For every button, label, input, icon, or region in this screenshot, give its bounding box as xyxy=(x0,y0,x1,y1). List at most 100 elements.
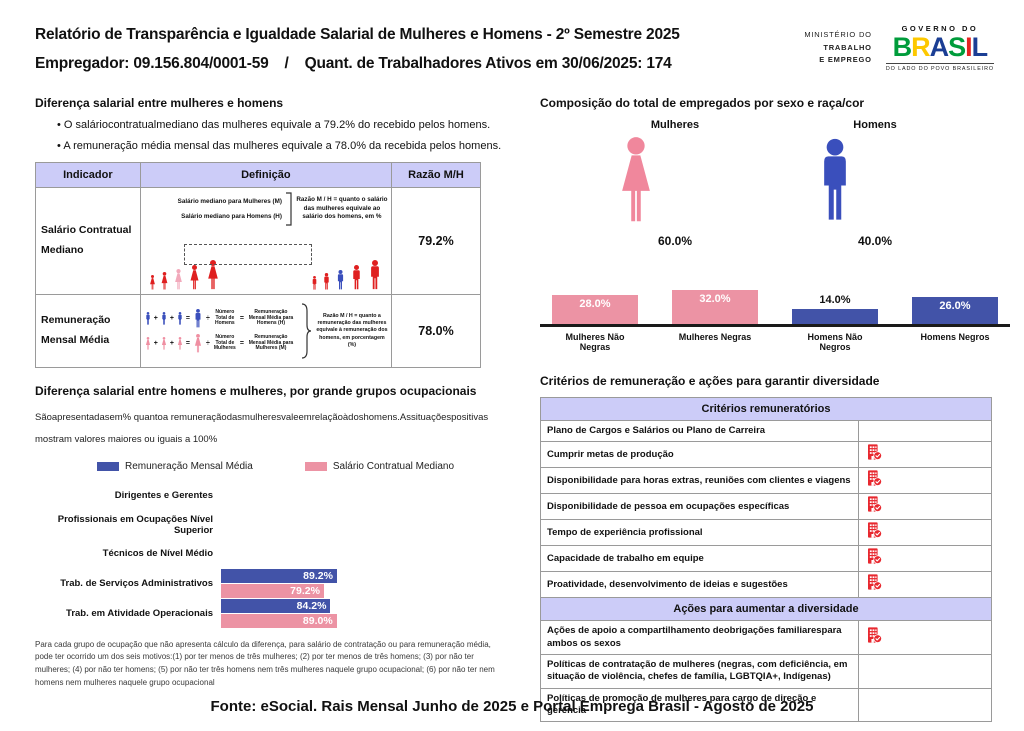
criteria-check-cell xyxy=(858,545,992,573)
race-category-label: Mulheres Não Negras xyxy=(565,332,625,352)
race-bar: 26.0% xyxy=(912,296,998,324)
bar-salario-contratual-mediano: 89.0% xyxy=(221,613,337,628)
criteria-check-cell xyxy=(858,571,992,599)
table-row: Remuneração Mensal Média + + = ÷ Número T… xyxy=(35,294,482,368)
men-label: Homens xyxy=(853,119,897,131)
ratio-average-pay: 78.0% xyxy=(390,294,482,368)
criteria-title: Critérios de remuneração e ações para ga… xyxy=(540,374,880,388)
legend-item-pink: Salário Contratual Mediano xyxy=(304,460,455,472)
criteria-row: Plano de Cargos e Salários ou Plano de C… xyxy=(539,419,992,443)
left-column: Diferença salarial entre mulheres e home… xyxy=(35,96,517,698)
criteria-label: Disponibilidade para horas extras, reuni… xyxy=(539,467,860,495)
indicator-average-pay: Remuneração Mensal Média xyxy=(35,294,141,368)
race-bar-column: 14.0% xyxy=(792,294,878,324)
race-bars: 28.0% 32.0% 14.0% 26.0% xyxy=(540,274,1010,327)
occupational-chart: Dirigentes e Gerentes Profissionais em Oc… xyxy=(35,482,517,629)
criteria-label: Cumprir metas de produção xyxy=(539,441,860,469)
woman-median-figure-icon xyxy=(174,269,182,290)
women-average-formula: + + = ÷ Número Total de Mulheres = Remuner… xyxy=(144,334,296,353)
definition-header: Definição xyxy=(139,162,392,188)
criteria-label: Políticas de contratação de mulheres (ne… xyxy=(539,654,860,689)
subtitle-line: mostram valores maiores ou iguais a 100% xyxy=(35,433,218,445)
man-figure-icon xyxy=(178,312,182,325)
criteria-group-row: Ações para aumentar a diversidade xyxy=(540,597,992,622)
criteria-row: Capacidade de trabalho em equipe xyxy=(539,545,992,573)
occupational-category-label: Profissionais em Ocupações Nível Superio… xyxy=(57,513,213,537)
criteria-label: Disponibilidade de pessoa em ocupações e… xyxy=(539,493,860,521)
criteria-check-cell xyxy=(858,419,992,443)
men-average-formula: + + = ÷ Número Total de Homens = Remuneraç… xyxy=(144,309,296,328)
occupational-title: Diferença salarial entre homens e mulher… xyxy=(35,384,477,398)
definition-average-pay: + + = ÷ Número Total de Homens = Remuneraç… xyxy=(139,294,392,368)
occupational-chart-row: Técnicos de Nível Médio xyxy=(35,540,517,569)
report-titles: Relatório de Transparência e Igualdade S… xyxy=(35,20,680,79)
brasil-logo: GOVERNO DO BRASIL DO LADO DO POVO BRASIL… xyxy=(885,24,994,72)
indicator-median-salary: Salário Contratual Mediano xyxy=(35,187,141,295)
composition-title: Composição do total de empregados por se… xyxy=(540,96,865,110)
criteria-row: Cumprir metas de produção xyxy=(539,441,992,469)
criteria-group-header: Critérios remuneratórios xyxy=(540,397,992,421)
occupational-subtitle: Sãoapresentadasem% quantoa remuneraçãoda… xyxy=(35,407,517,451)
man-figure-icon xyxy=(146,312,150,325)
brasil-tagline: DO LADO DO POVO BRASILEIRO xyxy=(885,63,994,72)
criteria-check-cell xyxy=(858,467,992,495)
occupational-category-label: Trab. em Atividade Operacionais xyxy=(66,607,213,619)
criteria-table: Critérios remuneratórios Plano de Cargos … xyxy=(539,397,992,723)
average-ratio-note: Razão M / H = quanto a remuneração das m… xyxy=(316,313,388,348)
woman-figure-icon xyxy=(622,137,650,222)
ratio-header: Razão M/H xyxy=(390,162,482,188)
criteria-row: Tempo de experiência profissional xyxy=(539,519,992,547)
race-labels: Mulheres Não Negras Mulheres Negras Homens… xyxy=(540,332,1010,352)
occupational-chart-row: Trab. de Serviços Administrativos 89.2% 79… xyxy=(35,568,517,599)
occupational-footnote: Para cada grupo de ocupação que não apre… xyxy=(35,639,495,688)
men-divisor-label: Número Total de Homens xyxy=(214,308,235,327)
report-title: Relatório de Transparência e Igualdade S… xyxy=(35,26,680,43)
definition-median-salary: Salário mediano para Mulheres (M) Salári… xyxy=(139,187,392,295)
indicator-header: Indicador xyxy=(35,162,141,188)
bar-remuneracao-mensal-media: 84.2% xyxy=(221,598,331,613)
criteria-check-cell xyxy=(858,654,992,689)
criteria-row: Disponibilidade de pessoa em ocupações e… xyxy=(539,493,992,521)
race-category-label: Mulheres Negras xyxy=(678,332,752,342)
occupational-category-label: Trab. de Serviços Administrativos xyxy=(60,577,213,589)
company-check-icon xyxy=(866,496,883,513)
pay-gap-title: Diferença salarial entre mulheres e home… xyxy=(35,96,284,110)
criteria-label: Capacidade de trabalho em equipe xyxy=(539,545,860,573)
employer-id: Empregador: 09.156.804/0001-59 xyxy=(35,55,269,73)
race-bar-column: 28.0% xyxy=(552,294,638,324)
subtitle-separator: / xyxy=(284,55,289,73)
bullet-median-salary: O saláriocontratualmediano das mulheres … xyxy=(57,119,517,131)
gender-composition: Mulheres 60.0% Homens 40.0% xyxy=(540,119,1010,248)
women-divisor-label: Número Total de Mulheres xyxy=(213,333,236,352)
company-check-icon xyxy=(866,444,883,461)
company-check-icon xyxy=(866,548,883,565)
criteria-row: Disponibilidade para horas extras, reuni… xyxy=(539,467,992,495)
ministry-line: E EMPREGO xyxy=(819,55,872,65)
woman-figure-icon xyxy=(194,334,202,353)
race-bar xyxy=(792,309,878,324)
woman-figure-icon xyxy=(149,275,155,290)
legend-item-blue: Remuneração Mensal Média xyxy=(97,461,253,472)
race-bar: 32.0% xyxy=(672,290,758,324)
woman-figure-icon xyxy=(177,337,183,350)
legend-label: Remuneração Mensal Média xyxy=(125,460,253,472)
men-percentage: 40.0% xyxy=(857,234,893,248)
man-figure-icon xyxy=(312,276,317,290)
legend-swatch-blue xyxy=(97,461,119,471)
race-category-label: Homens Não Negros xyxy=(807,332,863,352)
criteria-check-cell xyxy=(858,441,992,469)
subtitle-line: Sãoapresentadasem% quantoa remuneraçãoda… xyxy=(35,412,489,423)
brasil-wordmark: BRASIL xyxy=(892,32,989,62)
women-result-label: Remuneração Mensal Média para Mulheres (… xyxy=(248,333,294,352)
criteria-label: Ações de apoio a compartilhamento deobri… xyxy=(539,620,860,656)
indicator-table: Indicador Definição Razão M/H Salário Co… xyxy=(35,162,482,368)
criteria-row: Políticas de promoção de mulheres para c… xyxy=(539,687,992,723)
race-value-label: 26.0% xyxy=(939,299,971,312)
woman-figure-icon xyxy=(161,272,168,290)
government-logo: MINISTÉRIO DO TRABALHO E EMPREGO GOVERNO… xyxy=(804,24,994,72)
man-figure-icon xyxy=(162,312,166,325)
chart-legend: Remuneração Mensal Média Salário Contrat… xyxy=(97,461,517,472)
occupational-chart-row: Dirigentes e Gerentes xyxy=(35,482,517,511)
legend-label: Salário Contratual Mediano xyxy=(332,460,455,472)
occupational-chart-row: Trab. em Atividade Operacionais 84.2% 89.0… xyxy=(35,598,517,629)
